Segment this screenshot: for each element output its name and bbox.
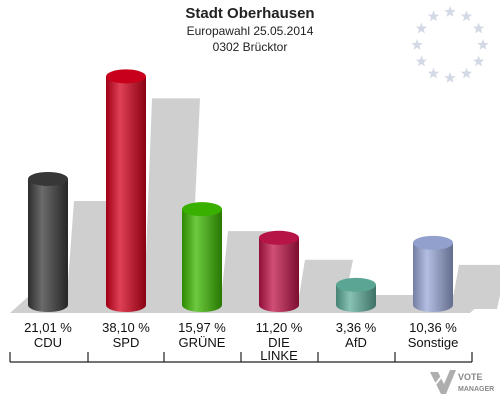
- category-label: DIE LINKE: [240, 336, 318, 362]
- star-icon: [460, 67, 473, 79]
- chart-title: Stadt Oberhausen: [185, 5, 315, 22]
- value-label: 15,97 %: [178, 320, 226, 335]
- logo-line1: VOTE: [458, 372, 483, 382]
- bar-base: [259, 298, 299, 312]
- star-icon: [460, 10, 473, 22]
- star-icon: [415, 55, 428, 67]
- category-label: AfD: [317, 336, 395, 349]
- chart-header: Stadt Oberhausen Europawahl 25.05.2014 0…: [0, 4, 500, 55]
- value-label: 21,01 %: [24, 320, 72, 335]
- category-label-line: AfD: [345, 335, 367, 350]
- category-label-line: Sonstige: [407, 335, 459, 350]
- category-label-line: DIE: [268, 335, 290, 350]
- bar-base: [28, 298, 68, 312]
- value-label: 11,20 %: [255, 320, 303, 335]
- star-icon: [427, 10, 440, 22]
- star-icon: [411, 39, 423, 50]
- bar-grüne: [182, 209, 222, 305]
- bar-cap: [182, 202, 222, 217]
- category-label-line: LINKE: [260, 348, 298, 363]
- category-label: SPD: [87, 336, 165, 349]
- bar-base: [106, 298, 146, 312]
- category-label: GRÜNE: [163, 336, 241, 349]
- chart-region: 0302 Brücktor: [212, 40, 288, 54]
- bar-base: [336, 298, 376, 312]
- bar-cap: [106, 69, 146, 84]
- category-label-line: GRÜNE: [178, 335, 226, 350]
- star-icon: [472, 22, 485, 34]
- bar-die-linke: [259, 237, 299, 305]
- star-icon: [444, 6, 456, 17]
- category-label-line: SPD: [112, 335, 140, 350]
- vote-manager-logo: VOTE MANAGER: [430, 370, 494, 394]
- bar-cdu: [28, 178, 68, 305]
- category-label-line: CDU: [33, 335, 63, 350]
- bar-sonstige: [413, 242, 453, 305]
- category-label: CDU: [9, 336, 87, 349]
- value-label: 38,10 %: [102, 320, 150, 335]
- star-icon: [444, 72, 456, 83]
- star-icon: [427, 67, 440, 79]
- star-icon: [415, 22, 428, 34]
- bar-cap: [336, 277, 376, 292]
- star-icon: [477, 39, 489, 50]
- star-icon: [472, 55, 485, 67]
- eu-stars-icon: [411, 6, 489, 83]
- bar-cap: [28, 171, 68, 186]
- category-label: Sonstige: [394, 336, 472, 349]
- bar-base: [413, 298, 453, 312]
- bar-cap: [413, 235, 453, 250]
- bar-spd: [106, 76, 146, 306]
- bar-base: [182, 298, 222, 312]
- logo-line2: MANAGER: [458, 386, 494, 393]
- chart-subtitle: Europawahl 25.05.2014: [186, 24, 314, 38]
- bar-shadow: [451, 264, 500, 309]
- bar-cap: [259, 230, 299, 245]
- value-label: 10,36 %: [409, 320, 457, 335]
- value-label: 3,36 %: [335, 320, 377, 335]
